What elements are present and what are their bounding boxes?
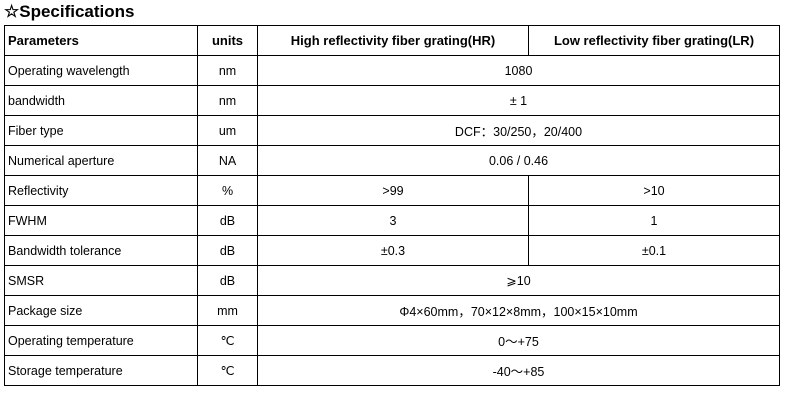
table-cell: >10	[528, 175, 780, 206]
table-cell: %	[197, 175, 258, 206]
table-cell: Numerical aperture	[4, 145, 198, 176]
table-cell: ℃	[197, 325, 258, 356]
table-cell: ± 1	[257, 85, 780, 116]
table-cell: Bandwidth tolerance	[4, 235, 198, 266]
table-cell: ℃	[197, 355, 258, 386]
table-cell: FWHM	[4, 205, 198, 236]
table-cell: 0.06 / 0.46	[257, 145, 780, 176]
table-cell: dB	[197, 265, 258, 296]
table-cell: -40～+85	[257, 355, 780, 386]
table-row: FWHM dB 3 1	[4, 205, 780, 236]
table-cell: Fiber type	[4, 115, 198, 146]
table-cell: um	[197, 115, 258, 146]
table-cell: 3	[257, 205, 529, 236]
header-cell: Low reflectivity fiber grating(LR)	[528, 25, 780, 56]
table-cell: Storage temperature	[4, 355, 198, 386]
table-cell: 1	[528, 205, 780, 236]
table-cell: Package size	[4, 295, 198, 326]
table-cell: ±0.3	[257, 235, 529, 266]
table-row: Bandwidth tolerance dB ±0.3 ±0.1	[4, 235, 780, 266]
table-cell: Reflectivity	[4, 175, 198, 206]
table-body: Parameters units High reflectivity fiber g…	[4, 25, 780, 386]
table-row: Storage temperature ℃ -40～+85	[4, 355, 780, 386]
table-cell: dB	[197, 235, 258, 266]
table-cell: >99	[257, 175, 529, 206]
table-cell: SMSR	[4, 265, 198, 296]
table-row: Fiber type um DCF：30/250，20/400	[4, 115, 780, 146]
table-row: Numerical aperture NA 0.06 / 0.46	[4, 145, 780, 176]
table-cell: nm	[197, 55, 258, 86]
table-row: Package size mm Φ4×60mm，70×12×8mm，100×15×1…	[4, 295, 780, 326]
table-row: Operating wavelength nm 1080	[4, 55, 780, 86]
header-cell: High reflectivity fiber grating(HR)	[257, 25, 529, 56]
table-cell: nm	[197, 85, 258, 116]
table-cell: ⩾10	[257, 265, 780, 296]
section-title: ☆Specifications	[4, 2, 135, 21]
table-row: bandwidth nm ± 1	[4, 85, 780, 116]
spec-table: Parameters units High reflectivity fiber g…	[4, 25, 780, 386]
table-cell: NA	[197, 145, 258, 176]
table-cell: ±0.1	[528, 235, 780, 266]
header-row: Parameters units High reflectivity fiber g…	[4, 25, 780, 56]
table-row: SMSR dB ⩾10	[4, 265, 780, 296]
table-cell: DCF：30/250，20/400	[257, 115, 780, 146]
table-cell: dB	[197, 205, 258, 236]
header-cell: Parameters	[4, 25, 198, 56]
table-cell: Operating temperature	[4, 325, 198, 356]
table-cell: bandwidth	[4, 85, 198, 116]
table-cell: Operating wavelength	[4, 55, 198, 86]
table-cell: Φ4×60mm，70×12×8mm，100×15×10mm	[257, 295, 780, 326]
header-cell: units	[197, 25, 258, 56]
table-cell: 1080	[257, 55, 780, 86]
table-cell: mm	[197, 295, 258, 326]
table-cell: 0～+75	[257, 325, 780, 356]
table-row: Operating temperature ℃ 0～+75	[4, 325, 780, 356]
table-row: Reflectivity% >99 >10	[4, 175, 780, 206]
